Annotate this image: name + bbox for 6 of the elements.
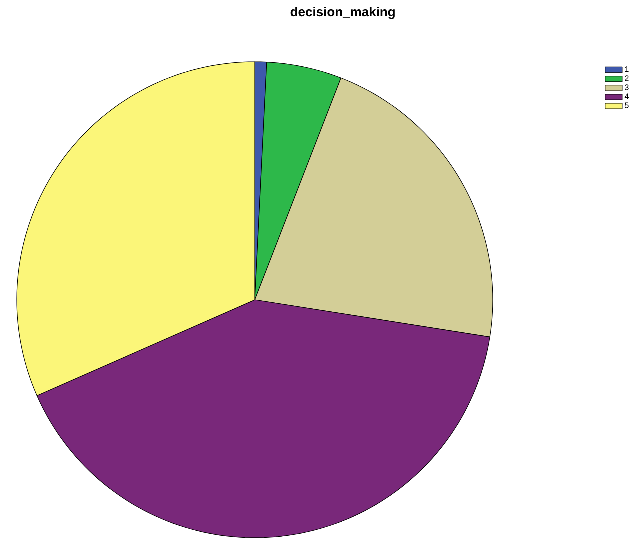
legend-label: 1 [625, 66, 629, 72]
legend-label: 5 [625, 102, 629, 108]
legend-label: 3 [625, 84, 629, 90]
legend-label: 4 [624, 94, 629, 100]
chart-title: decision_making [290, 7, 395, 20]
legend-label: 2 [625, 76, 629, 82]
